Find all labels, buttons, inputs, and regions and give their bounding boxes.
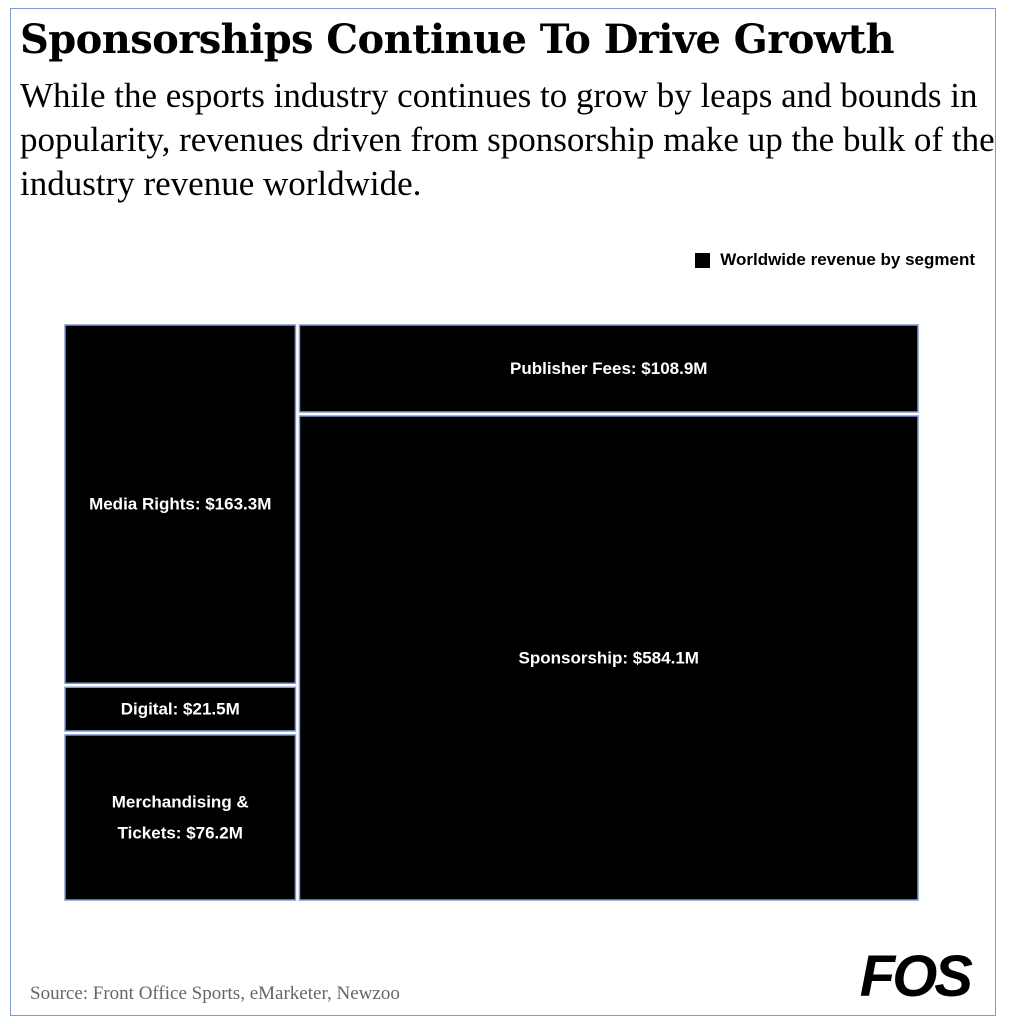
fos-logo: FOS (859, 944, 973, 1009)
legend: Worldwide revenue by segment (695, 250, 975, 270)
source-note: Source: Front Office Sports, eMarketer, … (30, 983, 400, 1004)
chart-subtitle: While the esports industry continues to … (20, 76, 995, 203)
chart-title: Sponsorships Continue To Drive Growth (20, 16, 895, 63)
legend-label: Worldwide revenue by segment (720, 250, 975, 269)
legend-swatch (695, 252, 711, 268)
chart-frame (10, 8, 996, 1016)
